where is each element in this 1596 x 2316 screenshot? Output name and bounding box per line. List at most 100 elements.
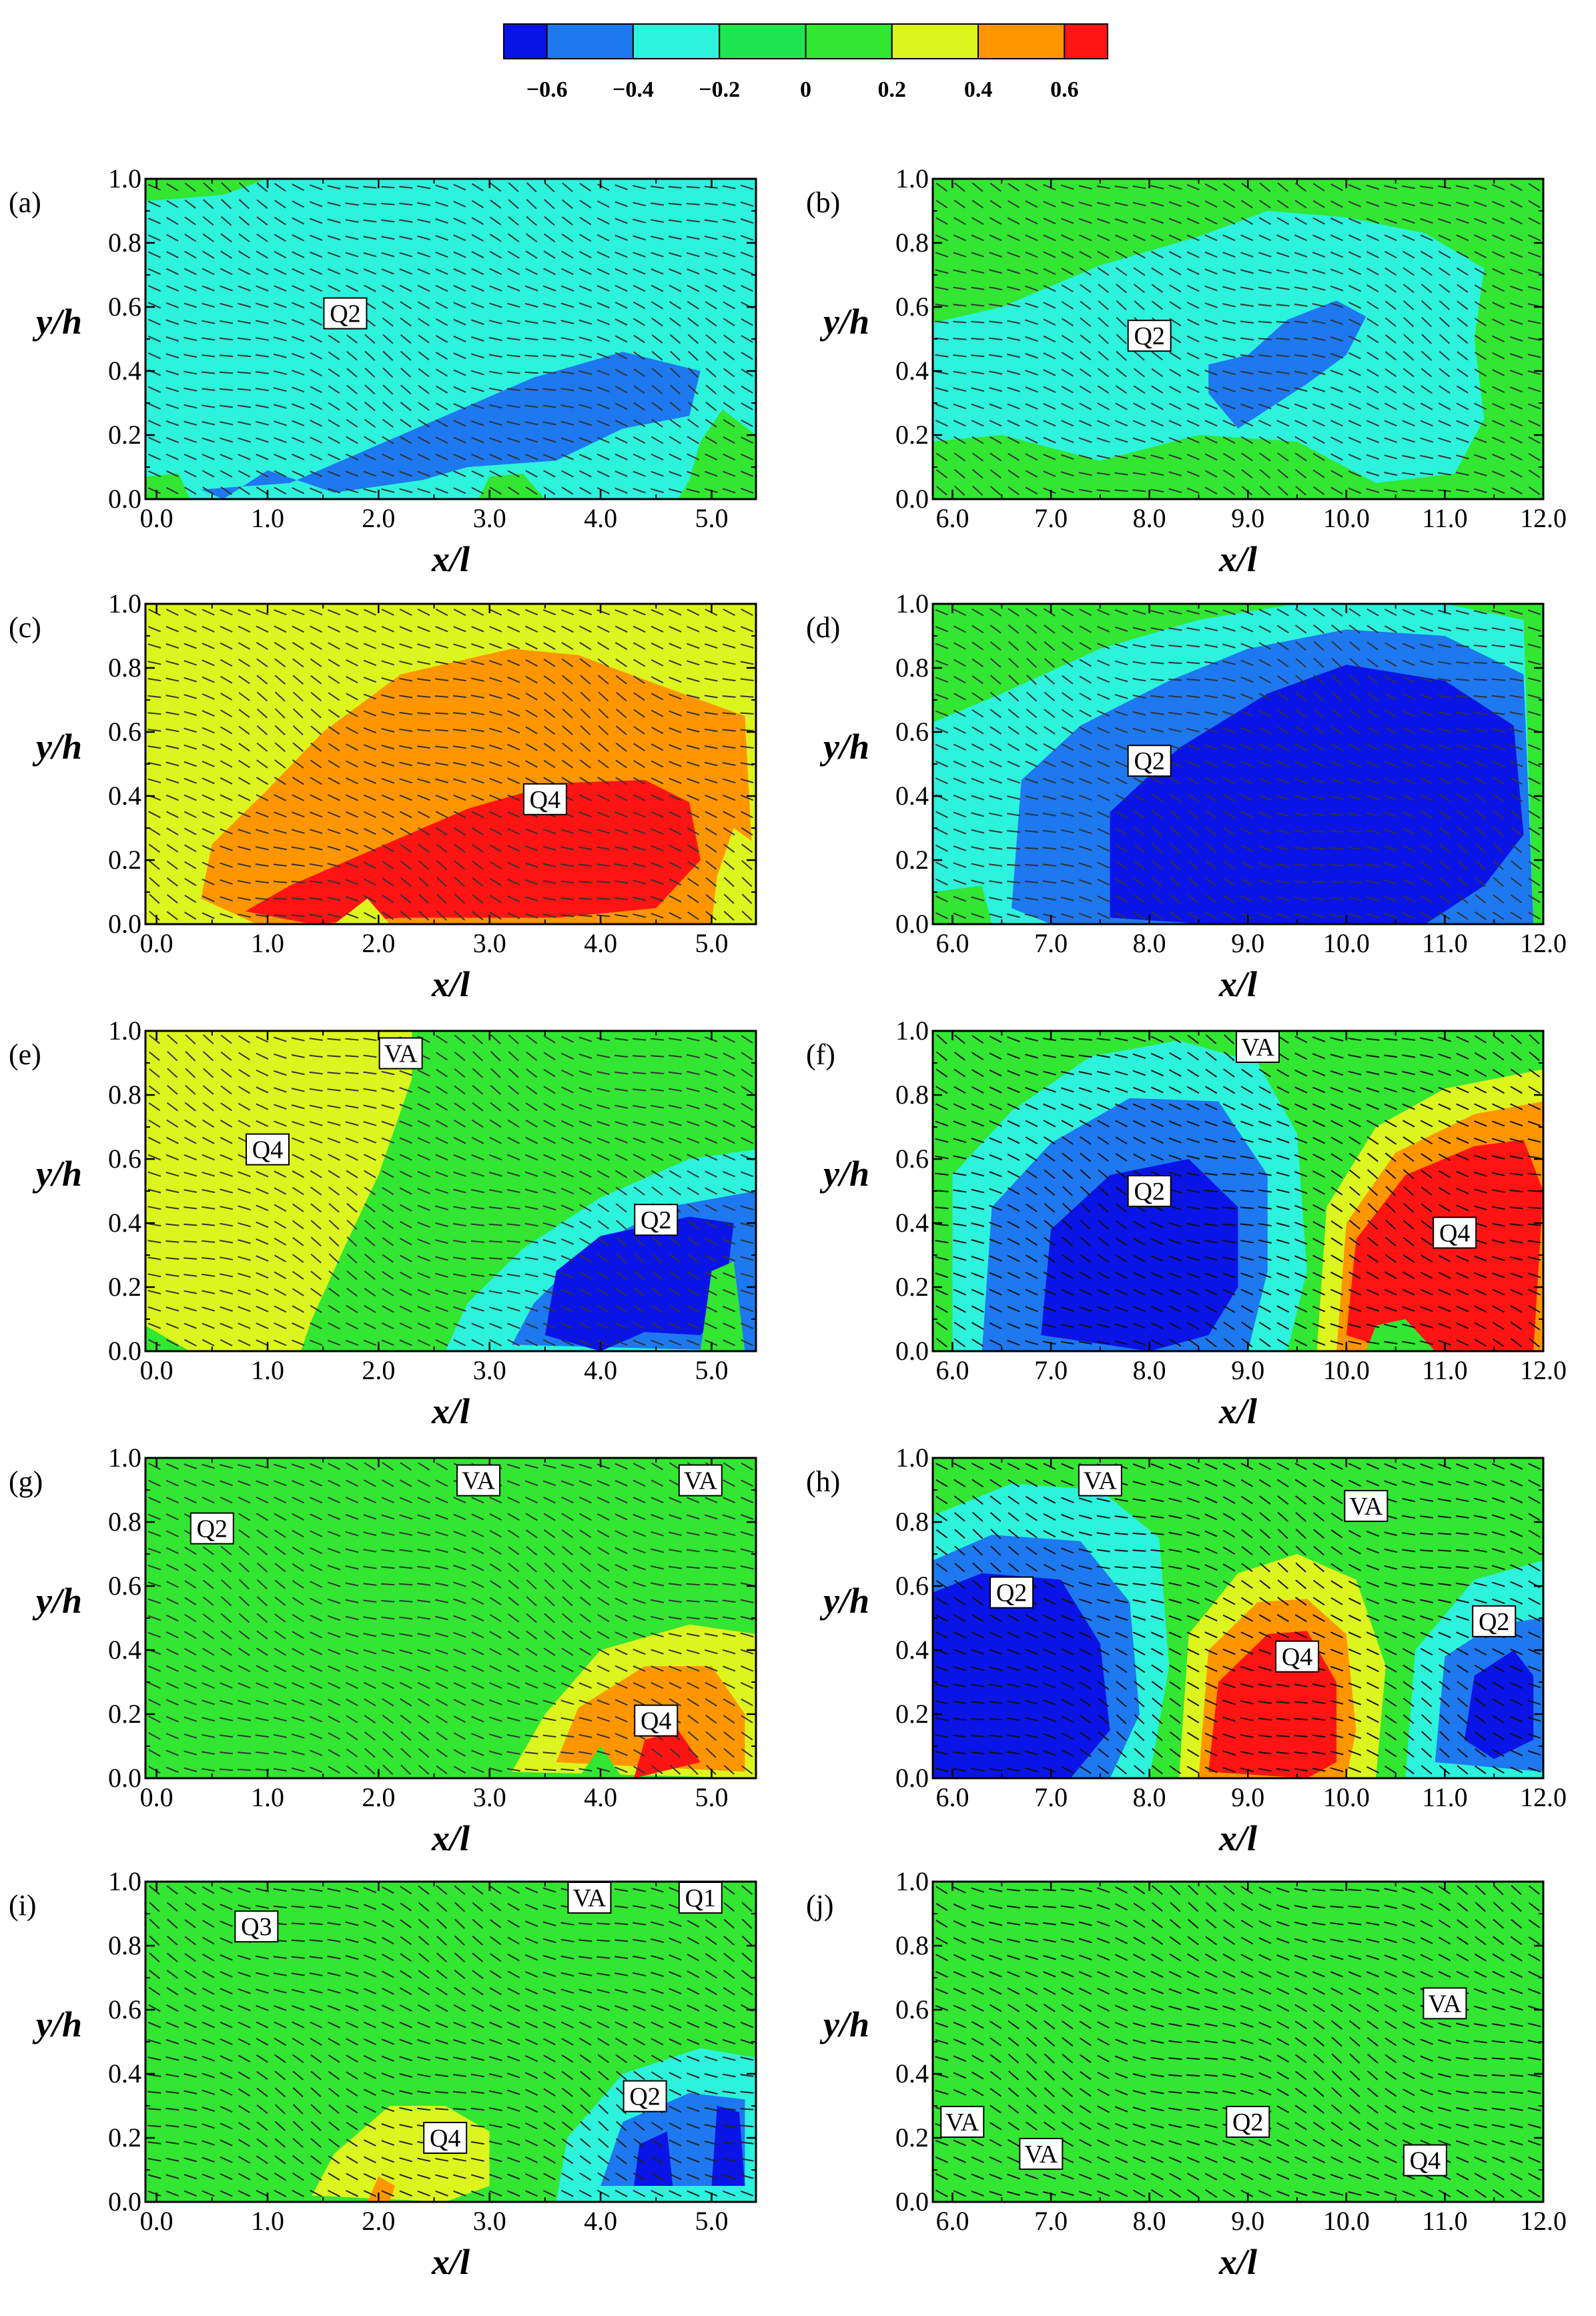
vector-arrow bbox=[346, 1748, 358, 1758]
vector-arrow bbox=[1259, 485, 1270, 496]
vector-arrow bbox=[346, 659, 358, 667]
vector-arrow bbox=[418, 351, 430, 361]
vector-arrow bbox=[561, 1630, 574, 1640]
vector-arrow bbox=[506, 371, 520, 374]
vector-arrow bbox=[1204, 353, 1218, 359]
vector-arrow bbox=[953, 1086, 966, 1094]
vector-arrow bbox=[1295, 182, 1307, 192]
vector-arrow bbox=[989, 777, 1002, 784]
vector-arrow bbox=[1527, 252, 1541, 258]
vector-arrow bbox=[292, 1305, 304, 1313]
vector-arrow bbox=[1187, 894, 1199, 904]
vector-arrow bbox=[651, 436, 664, 444]
vector-arrow bbox=[524, 1206, 538, 1210]
vector-arrow bbox=[542, 1154, 556, 1161]
vector-arrow bbox=[1384, 385, 1397, 394]
vector-arrow bbox=[166, 1136, 179, 1144]
vector-arrow bbox=[1079, 1288, 1092, 1296]
vector-arrow bbox=[1439, 350, 1451, 361]
vector-arrow bbox=[1098, 368, 1110, 378]
vector-arrow bbox=[543, 1136, 556, 1144]
vector-arrow bbox=[183, 761, 197, 767]
vector-arrow bbox=[971, 200, 984, 209]
vector-arrow bbox=[953, 1222, 967, 1227]
vector-arrow bbox=[1474, 1086, 1487, 1094]
vector-arrow bbox=[1510, 1086, 1523, 1094]
vector-arrow bbox=[542, 828, 556, 835]
vector-arrow bbox=[1384, 642, 1397, 650]
vector-arrow bbox=[1240, 337, 1254, 341]
vector-arrow bbox=[346, 1287, 358, 1297]
vector-arrow bbox=[1186, 487, 1200, 494]
x-tick-label: 10.0 bbox=[1323, 503, 1370, 533]
vector-arrow bbox=[453, 1290, 466, 1294]
vector-arrow bbox=[1007, 830, 1021, 833]
vector-arrow bbox=[1348, 847, 1362, 850]
x-tick-label: 5.0 bbox=[695, 1355, 728, 1385]
vector-arrow bbox=[1491, 1138, 1505, 1144]
vector-arrow bbox=[346, 351, 358, 361]
vector-arrow bbox=[310, 1253, 322, 1264]
vector-arrow bbox=[399, 1170, 412, 1178]
vector-arrow bbox=[741, 385, 753, 394]
vector-arrow bbox=[1024, 830, 1039, 833]
vector-arrow bbox=[525, 1136, 538, 1144]
vector-arrow bbox=[1044, 675, 1056, 685]
vector-arrow bbox=[1133, 860, 1146, 870]
vector-arrow bbox=[1276, 608, 1289, 617]
vector-arrow bbox=[202, 1306, 216, 1312]
vector-arrow bbox=[165, 1306, 179, 1312]
y-tick-label: 0.6 bbox=[108, 1144, 141, 1174]
vector-arrow bbox=[1402, 1070, 1416, 1076]
vector-arrow bbox=[1061, 368, 1074, 377]
vector-arrow bbox=[1151, 894, 1163, 903]
vector-arrow bbox=[524, 1306, 538, 1312]
vector-arrow bbox=[741, 318, 753, 326]
vector-arrow bbox=[346, 1765, 358, 1775]
vector-arrow bbox=[651, 726, 664, 735]
vector-arrow bbox=[1456, 1086, 1469, 1094]
vector-arrow bbox=[399, 1271, 412, 1279]
vector-arrow bbox=[1008, 675, 1020, 685]
vector-arrow bbox=[1366, 1271, 1379, 1280]
vector-arrow bbox=[202, 845, 215, 852]
vector-arrow bbox=[399, 252, 413, 258]
vector-arrow bbox=[687, 1137, 700, 1144]
vector-arrow bbox=[971, 1052, 984, 1061]
vector-arrow bbox=[147, 1581, 161, 1587]
vector-arrow bbox=[971, 777, 984, 784]
vector-arrow bbox=[1097, 727, 1110, 734]
vector-arrow bbox=[381, 1514, 395, 1520]
vector-arrow bbox=[382, 1170, 394, 1178]
vector-arrow bbox=[507, 1665, 520, 1673]
vector-arrow bbox=[722, 488, 736, 494]
colorbar-band bbox=[891, 23, 979, 59]
vector-arrow bbox=[1008, 725, 1020, 735]
vector-arrow bbox=[1025, 1037, 1038, 1042]
vector-arrow bbox=[722, 218, 736, 224]
vector-arrow bbox=[1527, 336, 1541, 342]
vector-arrow bbox=[381, 811, 394, 819]
vector-arrow bbox=[1528, 436, 1541, 444]
vector-arrow bbox=[561, 777, 574, 785]
x-tick-label: 3.0 bbox=[473, 1355, 506, 1385]
vector-arrow bbox=[435, 1698, 448, 1706]
vector-arrow bbox=[596, 420, 610, 427]
vector-arrow bbox=[1330, 880, 1344, 883]
vector-arrow bbox=[489, 1682, 502, 1689]
vector-arrow bbox=[1403, 284, 1415, 294]
vector-arrow bbox=[507, 777, 520, 785]
vector-arrow bbox=[1043, 913, 1056, 918]
vector-arrow bbox=[935, 252, 949, 258]
vector-arrow bbox=[740, 1205, 754, 1210]
vector-arrow bbox=[633, 488, 646, 494]
panel-label: (d) bbox=[806, 611, 840, 644]
vector-arrow bbox=[1240, 436, 1254, 444]
vector-arrow bbox=[1078, 1306, 1092, 1312]
vector-arrow bbox=[1348, 1038, 1362, 1042]
vector-arrow bbox=[418, 893, 430, 904]
vector-arrow bbox=[436, 860, 448, 870]
vector-arrow bbox=[400, 843, 412, 853]
vector-arrow bbox=[1222, 286, 1236, 291]
vector-arrow bbox=[705, 1137, 718, 1144]
